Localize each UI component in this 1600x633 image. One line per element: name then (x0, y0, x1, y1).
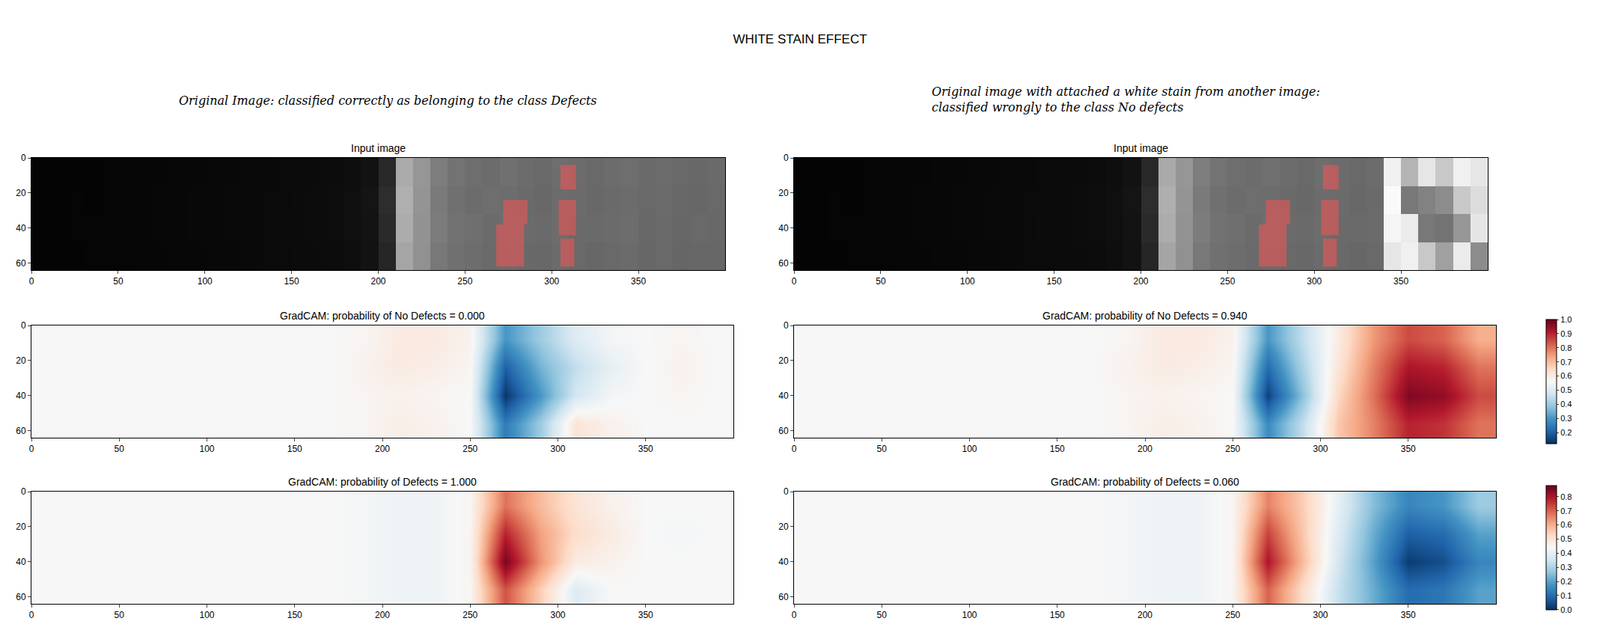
svg-text:300: 300 (1312, 609, 1328, 621)
svg-text:50: 50 (875, 276, 887, 287)
svg-text:200: 200 (1137, 609, 1153, 621)
svg-text:Input image: Input image (350, 142, 406, 155)
svg-text:60: 60 (778, 591, 789, 603)
svg-text:0.2: 0.2 (1560, 428, 1572, 438)
svg-text:250: 250 (462, 609, 478, 621)
svg-text:0.2: 0.2 (1560, 576, 1572, 586)
svg-text:20: 20 (15, 355, 27, 366)
svg-text:1.0: 1.0 (1560, 315, 1572, 325)
svg-text:50: 50 (877, 609, 888, 621)
svg-text:100: 100 (961, 443, 977, 455)
svg-text:0.1: 0.1 (1560, 591, 1572, 601)
svg-text:Original Image: classified cor: Original Image: classified correctly as … (178, 93, 598, 108)
svg-text:WHITE STAIN EFFECT: WHITE STAIN EFFECT (732, 32, 867, 47)
svg-text:0.4: 0.4 (1560, 548, 1572, 558)
svg-text:GradCAM: probability of Defect: GradCAM: probability of Defects = 0.060 (1050, 475, 1240, 488)
svg-text:60: 60 (15, 258, 27, 269)
svg-text:300: 300 (1306, 276, 1322, 287)
svg-text:20: 20 (778, 521, 789, 533)
svg-text:350: 350 (1400, 443, 1416, 455)
svg-text:50: 50 (114, 609, 125, 621)
svg-text:0.6: 0.6 (1560, 520, 1572, 530)
svg-text:20: 20 (778, 187, 789, 199)
svg-text:0.3: 0.3 (1560, 562, 1572, 572)
svg-text:0.8: 0.8 (1560, 343, 1572, 353)
svg-text:20: 20 (15, 521, 27, 533)
svg-text:0.9: 0.9 (1560, 329, 1572, 339)
svg-text:100: 100 (199, 443, 215, 455)
svg-text:150: 150 (1046, 276, 1062, 287)
svg-text:150: 150 (1049, 609, 1065, 621)
svg-text:0: 0 (783, 152, 789, 164)
svg-text:0: 0 (783, 486, 789, 497)
svg-text:300: 300 (544, 276, 560, 287)
svg-text:0: 0 (791, 276, 798, 287)
svg-text:150: 150 (284, 276, 300, 287)
svg-text:250: 250 (1225, 609, 1241, 621)
svg-text:40: 40 (15, 556, 27, 568)
svg-text:200: 200 (370, 276, 386, 287)
svg-text:GradCAM: probability of Defect: GradCAM: probability of Defects = 1.000 (288, 475, 477, 488)
svg-text:200: 200 (374, 443, 390, 455)
svg-text:150: 150 (287, 609, 303, 621)
svg-text:0.5: 0.5 (1560, 385, 1572, 395)
svg-text:50: 50 (113, 276, 124, 287)
svg-text:0: 0 (783, 320, 789, 331)
svg-text:200: 200 (1137, 443, 1153, 455)
svg-text:0.7: 0.7 (1560, 506, 1572, 516)
svg-text:0: 0 (29, 276, 35, 287)
svg-text:250: 250 (1219, 276, 1235, 287)
svg-text:GradCAM: probability of No Def: GradCAM: probability of No Defects = 0.0… (279, 309, 485, 322)
svg-text:100: 100 (197, 276, 213, 287)
svg-text:300: 300 (550, 609, 566, 621)
svg-text:40: 40 (15, 390, 27, 402)
svg-text:100: 100 (199, 609, 215, 621)
svg-text:40: 40 (778, 390, 789, 402)
svg-text:100: 100 (960, 276, 976, 287)
svg-text:0: 0 (20, 486, 27, 497)
svg-text:250: 250 (457, 276, 473, 287)
svg-text:150: 150 (287, 443, 303, 455)
svg-text:40: 40 (15, 223, 27, 234)
svg-text:50: 50 (877, 443, 888, 455)
svg-text:Original image with attached a: Original image with attached a white sta… (931, 84, 1321, 115)
svg-text:0.8: 0.8 (1560, 492, 1572, 502)
svg-text:40: 40 (778, 223, 789, 234)
svg-text:60: 60 (15, 425, 27, 437)
svg-text:GradCAM: probability of No Def: GradCAM: probability of No Defects = 0.9… (1042, 309, 1248, 322)
svg-text:0: 0 (791, 609, 798, 621)
svg-text:0.4: 0.4 (1560, 399, 1572, 409)
svg-text:300: 300 (1312, 443, 1328, 455)
svg-text:0.3: 0.3 (1560, 413, 1572, 423)
svg-text:200: 200 (374, 609, 390, 621)
svg-text:Input image: Input image (1113, 142, 1169, 155)
svg-text:0.0: 0.0 (1560, 605, 1572, 615)
svg-text:0: 0 (29, 609, 35, 621)
svg-text:60: 60 (778, 425, 789, 437)
svg-text:0: 0 (29, 443, 35, 455)
svg-text:40: 40 (778, 556, 789, 568)
svg-text:20: 20 (15, 187, 27, 199)
svg-text:350: 350 (1393, 276, 1409, 287)
svg-text:350: 350 (1400, 609, 1416, 621)
svg-text:250: 250 (462, 443, 478, 455)
svg-text:100: 100 (961, 609, 977, 621)
svg-text:0.6: 0.6 (1560, 371, 1572, 381)
svg-text:200: 200 (1133, 276, 1148, 287)
svg-text:350: 350 (630, 276, 646, 287)
svg-text:0: 0 (791, 443, 798, 455)
svg-text:0: 0 (20, 152, 27, 164)
svg-text:0.5: 0.5 (1560, 534, 1572, 544)
svg-text:300: 300 (550, 443, 566, 455)
svg-text:150: 150 (1049, 443, 1065, 455)
svg-text:20: 20 (778, 355, 789, 366)
svg-text:0: 0 (20, 320, 27, 331)
svg-text:350: 350 (638, 609, 654, 621)
svg-text:60: 60 (15, 591, 27, 603)
svg-text:0.7: 0.7 (1560, 357, 1572, 367)
svg-text:250: 250 (1225, 443, 1241, 455)
svg-text:60: 60 (778, 258, 789, 269)
svg-text:50: 50 (114, 443, 125, 455)
svg-text:350: 350 (638, 443, 654, 455)
